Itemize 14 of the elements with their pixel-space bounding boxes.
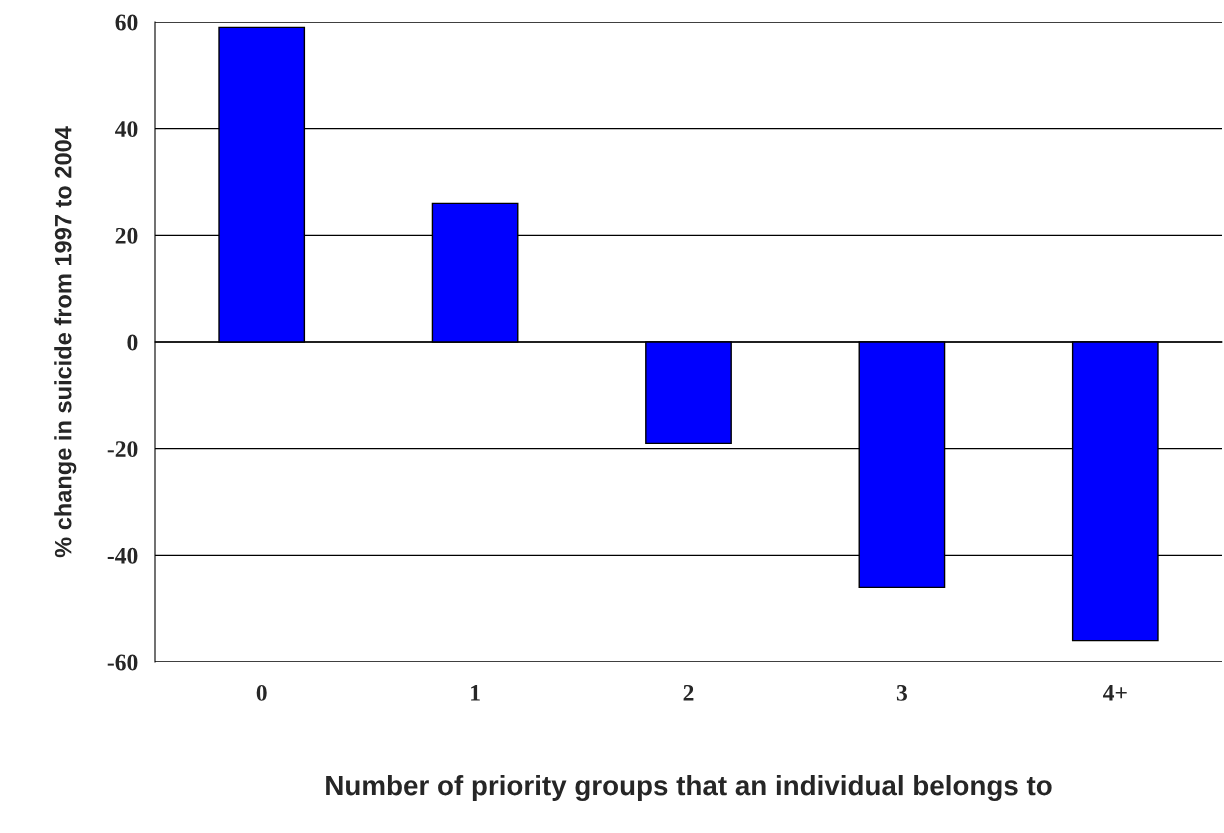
x-tick-label: 0 [256, 684, 267, 701]
x-tick-label: 1 [471, 685, 480, 701]
y-tick-label: 40 [115, 121, 138, 138]
x-tick-label: 2 [683, 684, 694, 701]
y-tick-label: 0 [127, 334, 138, 351]
x-tick-label: 3 [896, 684, 907, 701]
x-axis-title: Number of priority groups that an individual belongs to [326, 774, 1052, 802]
y-tick-label: 20 [115, 227, 138, 244]
y-tick-label: 60 [115, 14, 138, 31]
y-tick-label: -60 [107, 654, 138, 671]
y-tick-label: -40 [107, 547, 138, 564]
x-tick-label: 4+ [1102, 685, 1127, 701]
y-axis-title: % change in suicide from 1997 to 2004 [54, 126, 77, 558]
y-tick-label: -20 [107, 441, 138, 458]
